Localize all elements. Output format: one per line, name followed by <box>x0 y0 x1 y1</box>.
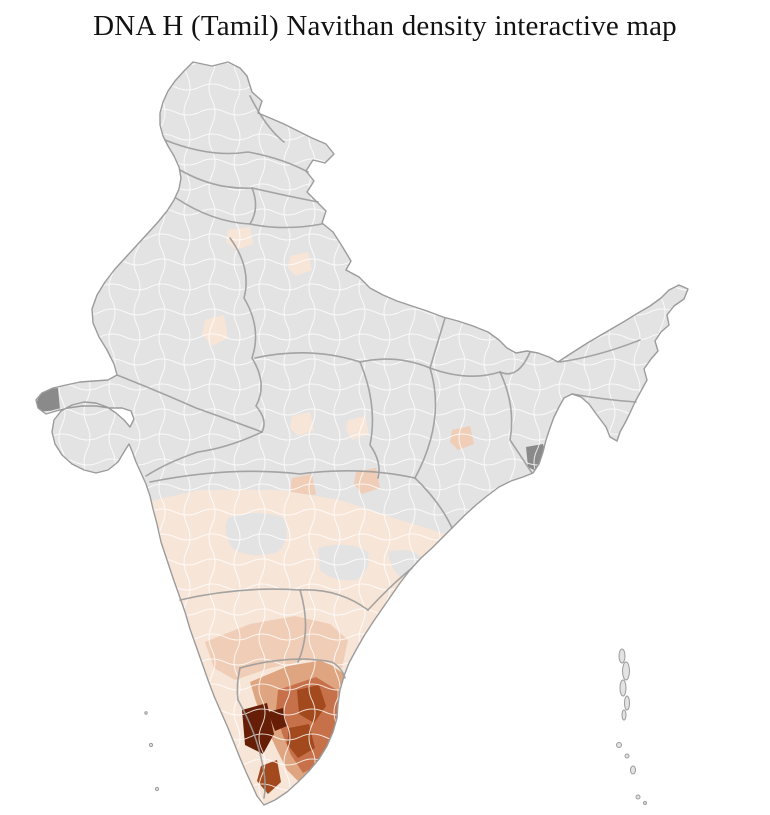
island[interactable] <box>619 679 627 697</box>
state-border-line <box>249 187 257 225</box>
density-overlay[interactable] <box>28 55 718 815</box>
state-border-line <box>179 588 369 611</box>
state-border-line <box>359 361 380 479</box>
lakshadweep-islands[interactable] <box>144 711 160 792</box>
page-title: DNA H (Tamil) Navithan density interacti… <box>93 10 677 42</box>
island[interactable] <box>624 753 630 759</box>
state-border-line <box>145 431 263 477</box>
andaman-nicobar-islands[interactable] <box>616 648 647 805</box>
state-borders <box>116 95 641 799</box>
island[interactable] <box>622 661 630 681</box>
state-border-line <box>414 477 453 529</box>
state-border-line <box>164 139 309 173</box>
state-border-line <box>249 95 285 143</box>
island[interactable] <box>643 801 647 805</box>
island[interactable] <box>154 786 160 792</box>
island[interactable] <box>144 711 148 715</box>
island[interactable] <box>630 765 636 775</box>
island[interactable] <box>616 742 622 748</box>
island[interactable] <box>621 709 627 721</box>
state-border-line <box>229 237 265 433</box>
state-border-line <box>149 470 416 483</box>
state-border-line <box>239 658 346 679</box>
state-border-line <box>414 367 437 479</box>
district-boundaries <box>36 62 688 805</box>
island[interactable] <box>618 648 626 664</box>
island[interactable] <box>624 695 630 711</box>
state-border-line <box>297 589 307 663</box>
state-border-line <box>429 317 531 377</box>
state-border-line <box>236 667 241 701</box>
state-border-line <box>116 374 263 433</box>
island[interactable] <box>148 742 154 748</box>
state-border-line <box>559 339 641 363</box>
island[interactable] <box>635 794 641 800</box>
state-border-line <box>237 699 266 799</box>
state-border-line <box>571 393 637 403</box>
state-border-line <box>499 371 533 474</box>
